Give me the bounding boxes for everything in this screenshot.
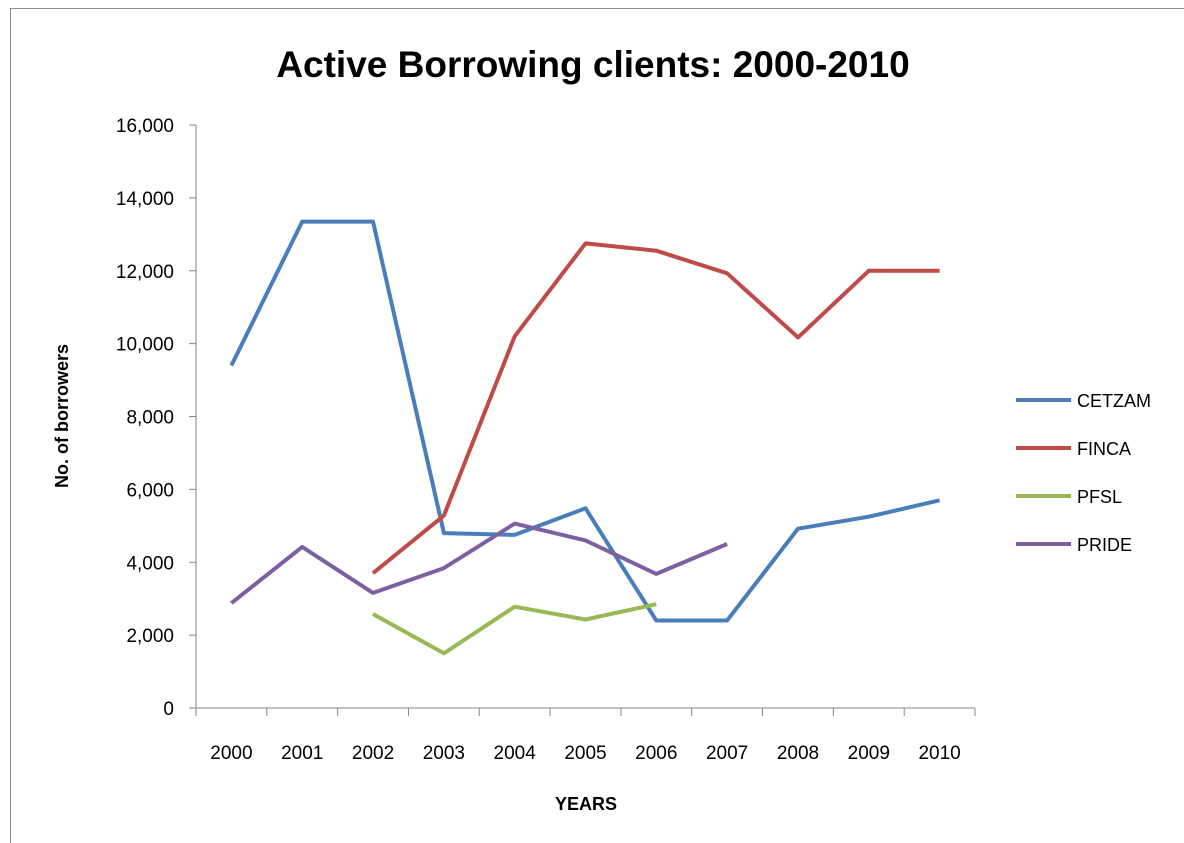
x-tick-label: 2000 — [210, 743, 252, 764]
legend-label-pfsl: PFSL — [1077, 487, 1122, 507]
y-tick-label: 6,000 — [126, 480, 174, 501]
x-tick-label: 2002 — [352, 743, 394, 764]
x-tick-label: 2001 — [281, 743, 323, 764]
y-tick-label: 0 — [163, 699, 174, 720]
x-axis: 2000 2001 2002 2003 2004 2005 2006 2007 2008 2009… — [195, 707, 976, 764]
x-tick-label: 2007 — [706, 743, 748, 764]
legend-label-pride: PRIDE — [1077, 535, 1132, 555]
legend-label-finca: FINCA — [1077, 439, 1131, 459]
y-tick-label: 4,000 — [126, 553, 174, 574]
chart-frame — [10, 8, 1184, 843]
legend-label-cetzam: CETZAM — [1077, 391, 1151, 411]
y-tick-label: 14,000 — [116, 189, 174, 210]
y-axis-title: No. of borrowers — [52, 344, 72, 488]
series-line-pride — [230, 521, 728, 605]
series-line-pfsl — [372, 602, 657, 656]
x-tick-label: 2010 — [918, 743, 960, 764]
x-tick-label: 2003 — [423, 743, 465, 764]
x-tick-label: 2009 — [848, 743, 890, 764]
x-tick-label: 2006 — [635, 743, 677, 764]
y-axis: 0 2,000 4,000 6,000 8,000 10,000 12,000 14,000 1… — [116, 116, 197, 720]
x-tick-label: 2008 — [777, 743, 819, 764]
series-line-finca — [371, 241, 940, 575]
x-tick-label: 2004 — [494, 743, 537, 764]
y-tick-label: 16,000 — [116, 116, 174, 137]
x-axis-title: YEARS — [555, 794, 617, 814]
legend: CETZAM FINCA PFSL PRIDE — [1016, 391, 1151, 555]
series-layer — [229, 219, 941, 656]
y-tick-label: 12,000 — [116, 262, 174, 283]
x-tick-label: 2005 — [564, 743, 606, 764]
y-tick-label: 2,000 — [126, 626, 174, 647]
y-tick-label: 8,000 — [126, 408, 174, 429]
series-line-cetzam — [229, 219, 941, 623]
chart-title: Active Borrowing clients: 2000-2010 — [276, 44, 909, 85]
y-tick-label: 10,000 — [116, 335, 174, 356]
